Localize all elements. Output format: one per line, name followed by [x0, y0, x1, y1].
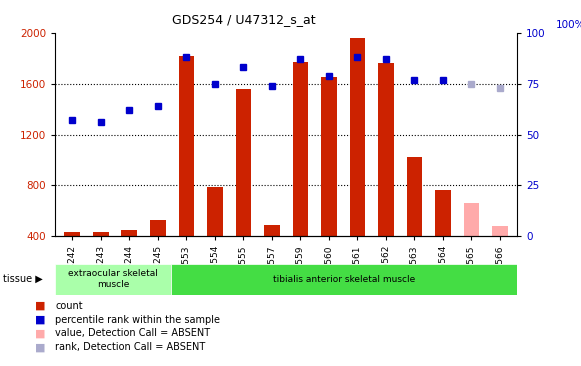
Bar: [93, 232, 109, 236]
Text: ■: ■: [35, 328, 45, 339]
Bar: [464, 203, 479, 236]
Bar: [171, 264, 517, 295]
Bar: [55, 264, 171, 295]
Text: 100%: 100%: [556, 20, 581, 30]
Bar: [64, 232, 80, 236]
Bar: [264, 225, 279, 236]
Bar: [321, 77, 337, 236]
Bar: [350, 38, 365, 236]
Bar: [178, 56, 194, 236]
Text: count: count: [55, 300, 83, 311]
Text: value, Detection Call = ABSENT: value, Detection Call = ABSENT: [55, 328, 210, 339]
Text: extraocular skeletal
muscle: extraocular skeletal muscle: [68, 269, 158, 289]
Text: tissue ▶: tissue ▶: [3, 274, 42, 284]
Text: tibialis anterior skeletal muscle: tibialis anterior skeletal muscle: [272, 274, 415, 284]
Bar: [293, 62, 309, 236]
Bar: [407, 157, 422, 236]
Bar: [207, 187, 223, 236]
Bar: [435, 190, 451, 236]
Text: GDS254 / U47312_s_at: GDS254 / U47312_s_at: [172, 13, 316, 26]
Text: ■: ■: [35, 314, 45, 325]
Text: rank, Detection Call = ABSENT: rank, Detection Call = ABSENT: [55, 342, 206, 352]
Text: ■: ■: [35, 342, 45, 352]
Bar: [150, 220, 166, 236]
Bar: [492, 226, 508, 236]
Text: ■: ■: [35, 300, 45, 311]
Bar: [235, 89, 251, 236]
Bar: [378, 63, 394, 236]
Text: percentile rank within the sample: percentile rank within the sample: [55, 314, 220, 325]
Bar: [121, 230, 137, 236]
